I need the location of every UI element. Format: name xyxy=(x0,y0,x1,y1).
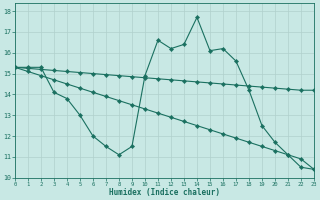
X-axis label: Humidex (Indice chaleur): Humidex (Indice chaleur) xyxy=(109,188,220,197)
